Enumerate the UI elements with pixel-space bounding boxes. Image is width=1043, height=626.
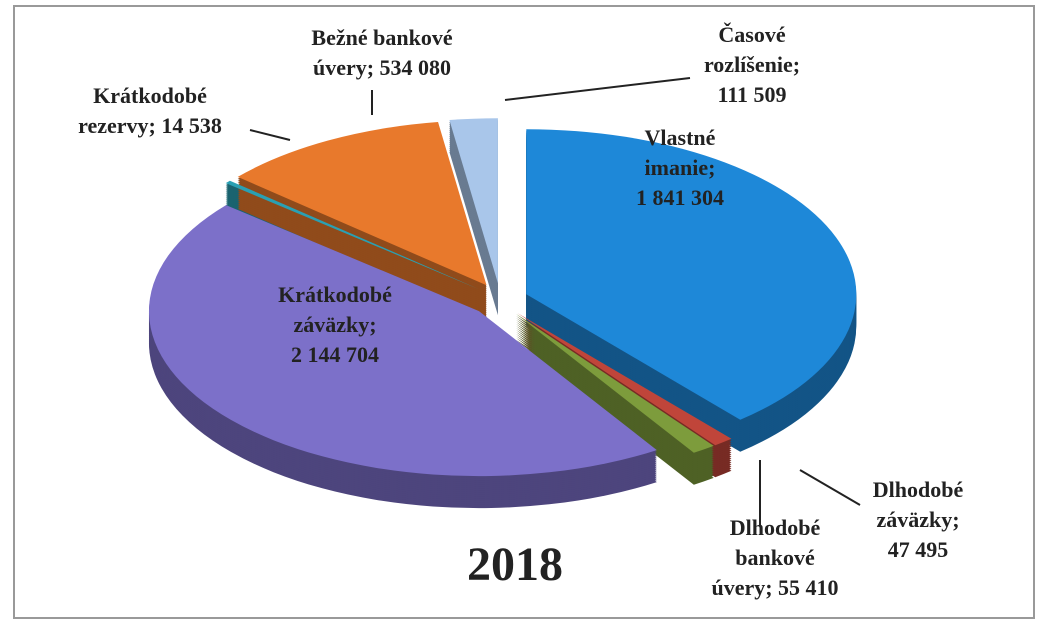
data-label: Bežné bankové úvery; 534 080 bbox=[311, 25, 452, 80]
data-label: Dlhodobé záväzky; 47 495 bbox=[873, 477, 964, 562]
slice bbox=[225, 180, 479, 290]
pie bbox=[148, 118, 857, 509]
data-label: Krátkodobé rezervy; 14 538 bbox=[78, 83, 222, 138]
chart-title: 2018 bbox=[467, 538, 563, 591]
slice bbox=[517, 313, 732, 446]
leader-line bbox=[249, 129, 291, 141]
leader-line bbox=[799, 469, 861, 506]
slice bbox=[526, 129, 857, 420]
slice bbox=[515, 313, 714, 453]
data-label: Časové rozlíšenie; 111 509 bbox=[704, 22, 800, 107]
labels: Vlastné imanie; 1 841 304 Dlhodobé záväzky; 4… bbox=[78, 22, 963, 600]
leader-line bbox=[504, 77, 691, 101]
data-label: Dlhodobé bankové úvery; 55 410 bbox=[711, 515, 838, 600]
slice bbox=[237, 122, 487, 286]
data-label: Krátkodobé záväzky; 2 144 704 bbox=[278, 282, 392, 367]
slice bbox=[148, 205, 657, 477]
slice bbox=[449, 118, 498, 284]
data-label: Vlastné imanie; 1 841 304 bbox=[636, 125, 724, 210]
